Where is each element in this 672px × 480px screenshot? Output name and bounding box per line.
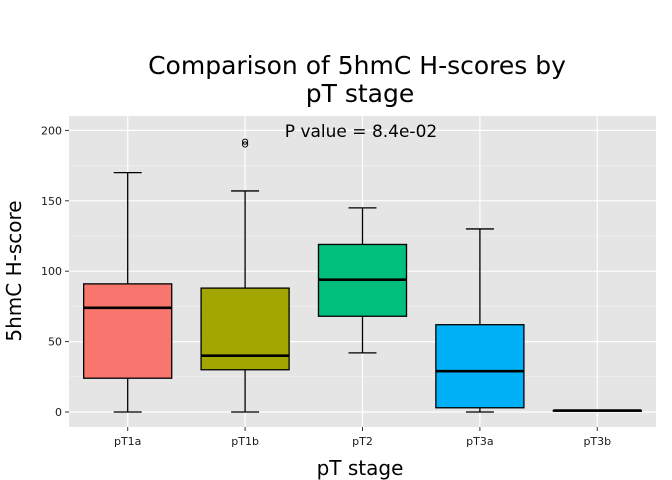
y-axis: 0 50 100 150 200 <box>41 124 69 419</box>
x-axis: pT1a pT1b pT2 pT3a pT3b <box>114 427 611 448</box>
y-tick-label: 150 <box>41 195 62 208</box>
box-body <box>200 287 290 371</box>
y-axis-title: 5hmC H-score <box>2 200 26 341</box>
box-body <box>435 324 525 409</box>
x-tick-label: pT1a <box>114 435 141 448</box>
x-tick-label: pT3a <box>466 435 493 448</box>
box-pT3b <box>552 409 642 412</box>
y-tick-label: 100 <box>41 265 62 278</box>
y-tick-label: 200 <box>41 124 62 137</box>
x-axis-title: pT stage <box>317 456 404 480</box>
y-tick-label: 50 <box>48 336 62 349</box>
box-pT1a <box>83 171 173 413</box>
chart-title-line1: Comparison of 5hmC H-scores by <box>148 51 566 80</box>
x-tick-label: pT3b <box>583 435 611 448</box>
box-series <box>83 138 642 413</box>
p-value-annotation: P value = 8.4e-02 <box>285 122 437 142</box>
x-tick-label: pT1b <box>231 435 259 448</box>
box-body <box>83 283 173 379</box>
outlier-point <box>242 141 249 148</box>
x-tick-label: pT2 <box>352 435 373 448</box>
outlier-point <box>242 138 249 145</box>
y-tick-label: 0 <box>55 406 62 419</box>
box-pT1b <box>200 138 290 413</box>
box-pT2 <box>317 207 408 354</box>
chart-title-line2: pT stage <box>306 79 414 108</box>
box-pT3a <box>435 228 525 413</box>
